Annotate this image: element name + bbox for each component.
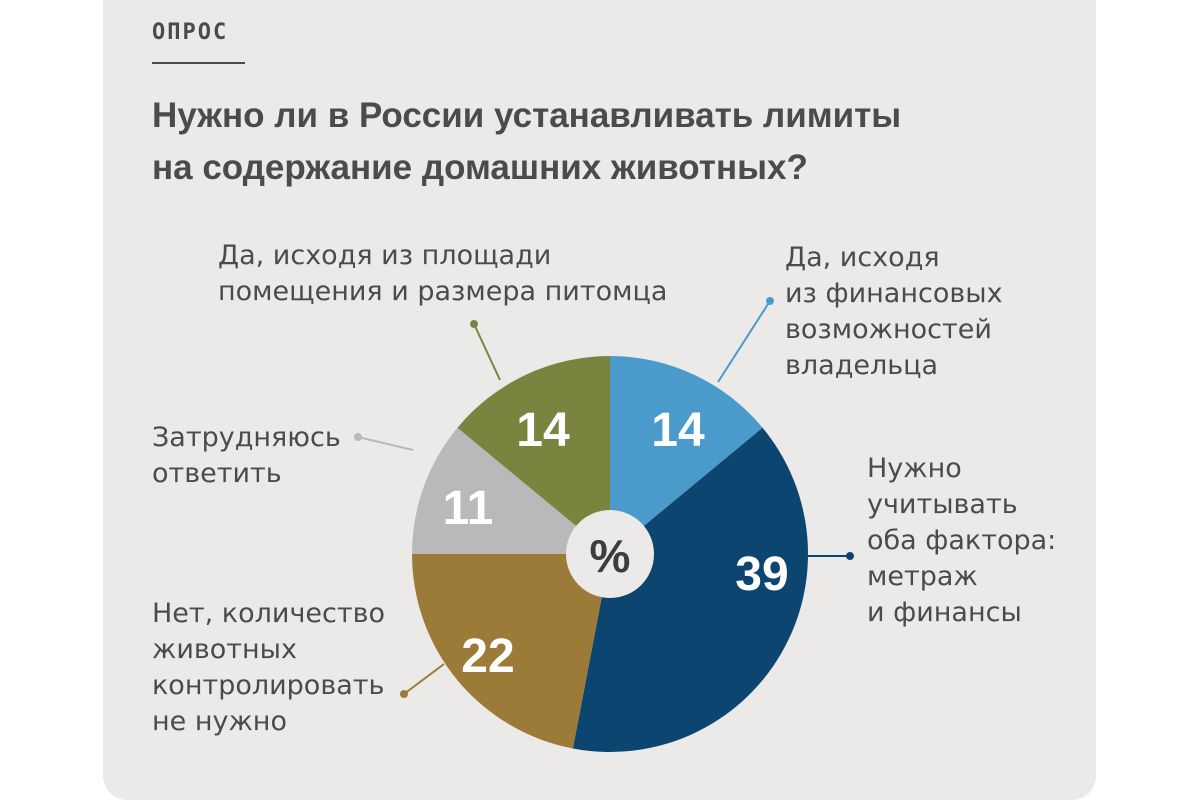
slice-both-factors [572,427,808,752]
slice-area-size [457,356,610,554]
leader-hard-to-answer [357,436,414,451]
slice-area-size-value: 14 [516,404,570,457]
label-no-control: Нет, количество животных контролировать … [152,596,385,740]
label-area-size: Да, исходя из площади помещения и размер… [218,238,667,310]
leader-area-size-dot [470,320,478,328]
chart-title: Нужно ли в России устанавливать лимиты н… [152,90,1052,194]
leader-finance [717,300,771,383]
chart-title-line: Нужно ли в России устанавливать лимиты [152,96,902,135]
label-line: оба фактора: [867,525,1057,556]
label-line: Да, исходя [785,242,940,273]
slice-finance [610,356,763,554]
center-circle [566,510,654,598]
slice-no-control-value: 22 [461,630,514,683]
label-both-factors: Нужно учитывать оба фактора: метраж и фи… [867,451,1056,631]
label-line: ответить [152,458,282,489]
leader-no-control [403,663,445,695]
chart-title-line: на содержание домашних животных? [152,148,808,187]
label-line: владельца [785,350,939,381]
kicker-label: ОПРОС [152,20,229,45]
label-line: Затрудняюсь [152,422,341,453]
label-line: помещения и размера питомца [218,276,668,307]
leader-no-control-dot [400,690,408,698]
label-hard-to-answer: Затрудняюсь ответить [152,420,341,492]
slice-hard-to-answer [412,427,610,554]
kicker-underline [152,62,245,64]
leader-hard-to-answer-dot [354,433,362,441]
slice-finance-value: 14 [651,404,705,457]
label-line: не нужно [152,706,287,737]
center-percent-label: % [590,530,631,582]
slice-both-factors-value: 39 [735,548,788,601]
label-line: из финансовых [785,278,1003,309]
label-line: животных [152,634,297,665]
slice-hard-to-answer-value: 11 [443,482,494,535]
label-line: метраж [867,561,978,592]
label-finance: Да, исходя из финансовых возможностей вл… [785,240,1003,384]
label-line: контролировать [152,670,385,701]
label-line: и финансы [867,597,1022,628]
label-line: Да, исходя из площади [218,240,552,271]
leader-finance-dot [766,297,774,305]
label-line: возможностей [785,314,992,345]
label-line: Нет, количество [152,598,386,629]
label-line: Нужно [867,453,962,484]
label-line: учитывать [867,489,1018,520]
leader-both-factors-dot [846,552,854,560]
slice-no-control [412,554,610,749]
leader-area-size [473,323,501,381]
